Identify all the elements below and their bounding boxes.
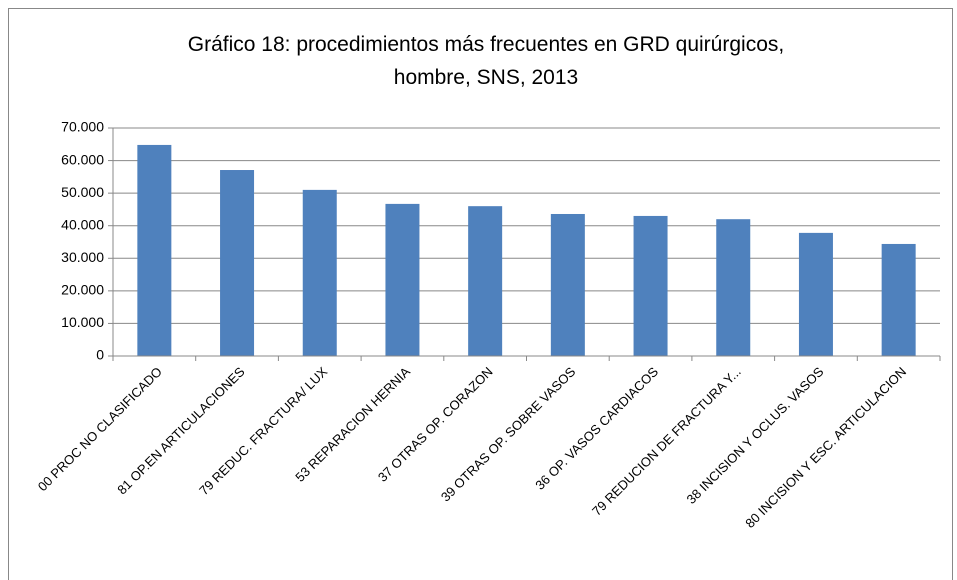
bar (716, 219, 751, 356)
bar (881, 243, 916, 356)
bar (220, 170, 255, 356)
bar (137, 144, 172, 356)
y-tick-label: 70.000 (61, 119, 104, 135)
y-tick-label: 10.000 (61, 314, 104, 330)
bar (633, 215, 668, 356)
bar (385, 203, 420, 356)
bar (550, 213, 585, 356)
bar (798, 232, 833, 356)
y-tick-label: 50.000 (61, 184, 104, 200)
y-tick-label: 0 (96, 347, 104, 363)
bar (302, 189, 337, 356)
y-tick-label: 20.000 (61, 282, 104, 298)
y-tick-label: 60.000 (61, 151, 104, 167)
y-tick-label: 40.000 (61, 216, 104, 232)
chart-title: Gráfico 18: procedimientos más frecuente… (188, 33, 784, 56)
y-tick-label: 30.000 (61, 249, 104, 265)
chart-title: hombre, SNS, 2013 (394, 66, 578, 89)
bar (468, 206, 503, 356)
